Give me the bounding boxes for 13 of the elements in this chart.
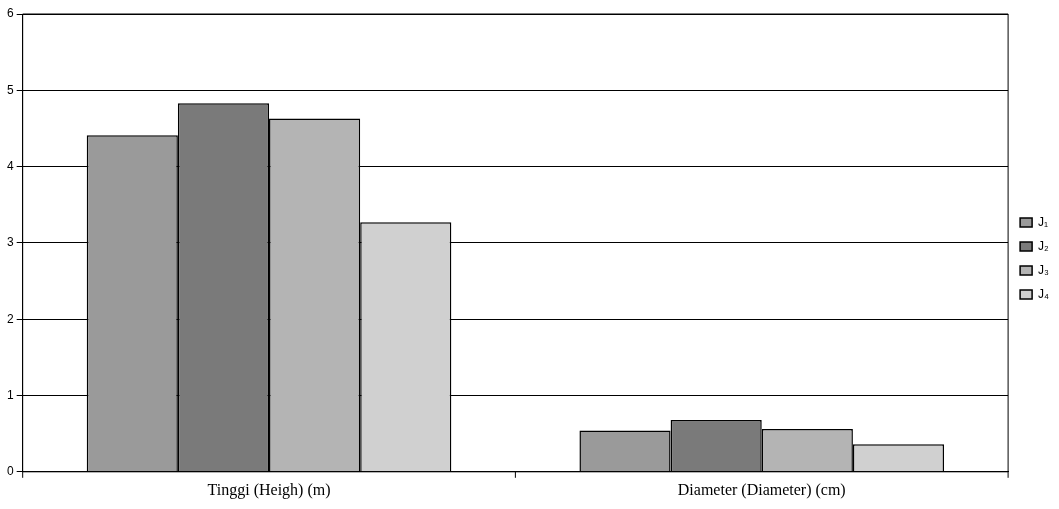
legend-label: J₁ (1038, 214, 1049, 229)
y-tick-label: 4 (6, 158, 14, 173)
y-tick-label: 0 (6, 464, 14, 479)
x-tick-label: Tinggi (Heigh) (m) (207, 480, 331, 499)
y-tick-label: 1 (6, 387, 14, 402)
legend-label: J₄ (1038, 286, 1050, 301)
legend-label: J₃ (1038, 262, 1050, 277)
y-tick-label: 6 (6, 6, 14, 21)
y-tick-label: 3 (6, 235, 14, 250)
x-tick-label: Diameter (Diameter) (cm) (677, 480, 846, 499)
y-tick-label: 2 (6, 311, 14, 326)
legend-label: J₂ (1038, 238, 1050, 253)
y-tick-label: 5 (6, 82, 14, 97)
